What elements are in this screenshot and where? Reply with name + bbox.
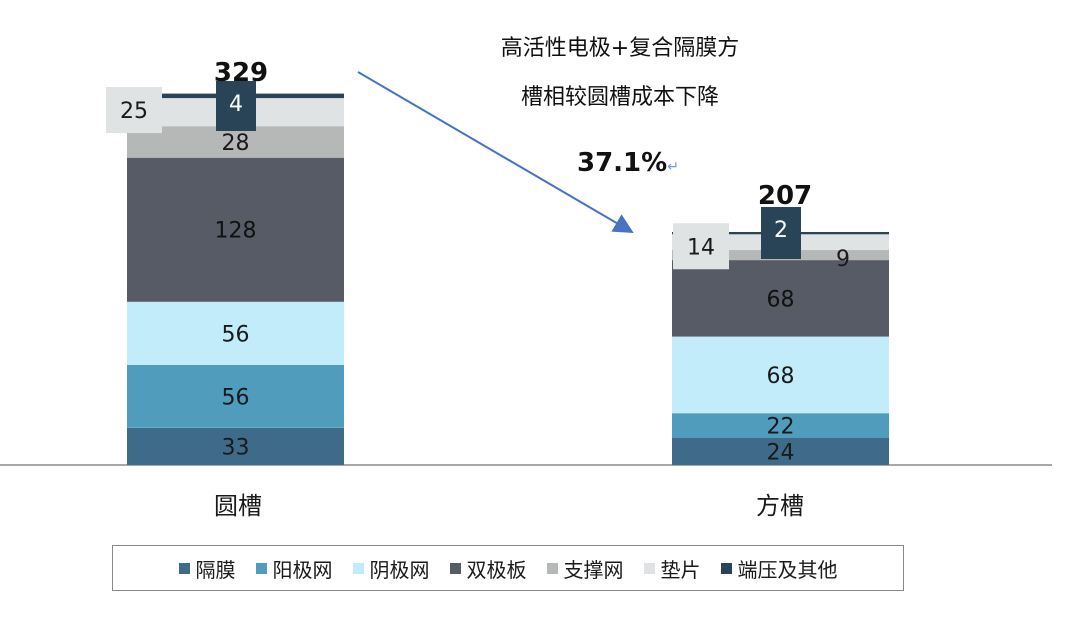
label-square-support-mesh: 9 [836,247,850,272]
label-square-separator: 24 [767,441,795,466]
label-square-cathode-mesh: 68 [767,364,795,389]
bar-square-bipolar-plate [672,260,889,337]
annotation-return-mark: ↵ [667,159,679,175]
bar-square-anode-mesh [672,413,889,438]
legend-swatch-gasket [643,562,655,574]
legend-swatch-separator [178,562,190,574]
legend-label-separator: 隔膜 [195,557,236,582]
bar-round-anode-mesh [127,364,344,428]
annotation-line2: 槽相较圆槽成本下降 [521,85,719,110]
bar-square-separator [672,438,889,465]
label-round-end-press-other: 4 [229,92,243,117]
decrease-arrow [357,71,634,234]
label-round-anode-mesh: 56 [222,385,250,410]
category-label-round: 圆槽 [214,492,262,520]
label-square-gasket: 14 [687,235,715,260]
legend-swatch-anode-mesh [255,562,267,574]
legend-label-cathode-mesh: 阴极网 [369,557,430,582]
legend-item-bipolar-plate: 双极板 [449,554,527,583]
bar-round-support-mesh [127,126,344,158]
total-label-round: 329 [214,58,268,88]
legend-item-end-press-other: 端压及其他 [720,554,838,583]
category-label-square: 方槽 [756,492,804,520]
legend-swatch-end-press-other [720,562,732,574]
legend-label-anode-mesh: 阳极网 [272,557,333,582]
label-round-cathode-mesh: 56 [222,322,250,347]
bar-round-separator [127,427,344,465]
label-round-gasket-box [106,87,162,134]
legend-swatch-cathode-mesh [352,562,364,574]
label-round-bipolar-plate: 128 [215,219,257,244]
annotation-percent-value: 37.1% [577,148,667,178]
label-square-bipolar-plate: 68 [767,287,795,312]
legend-label-support-mesh: 支撑网 [563,557,624,582]
bar-stacks [127,93,889,465]
label-round-gasket: 25 [120,99,148,124]
label-square-end-press-other-box [761,207,801,259]
legend: 隔膜 阳极网 阴极网 双极板 支撑网 垫片 端压及其他 [112,545,904,591]
label-round-separator: 33 [222,435,250,460]
legend-item-cathode-mesh: 阴极网 [352,554,430,583]
label-square-gasket-box [673,223,729,270]
legend-item-anode-mesh: 阳极网 [255,554,333,583]
legend-label-end-press-other: 端压及其他 [737,557,838,582]
legend-swatch-support-mesh [546,562,558,574]
annotation-percent: 37.1%↵ [577,148,679,178]
legend-item-support-mesh: 支撑网 [546,554,624,583]
total-label-square: 207 [758,181,812,211]
label-round-support-mesh: 28 [222,131,250,156]
legend-item-gasket: 垫片 [643,554,701,583]
label-square-end-press-other: 2 [774,218,788,243]
label-round-end-press-other-box [216,81,256,131]
legend-label-gasket: 垫片 [660,557,701,582]
bar-round-bipolar-plate [127,157,344,302]
legend-item-separator: 隔膜 [178,554,236,583]
annotation-line1: 高活性电极+复合隔膜方 [501,36,739,61]
legend-swatch-bipolar-plate [449,562,461,574]
bar-square-cathode-mesh [672,336,889,414]
bar-round-cathode-mesh [127,301,344,365]
label-square-anode-mesh: 22 [767,415,795,440]
legend-label-bipolar-plate: 双极板 [466,557,527,582]
